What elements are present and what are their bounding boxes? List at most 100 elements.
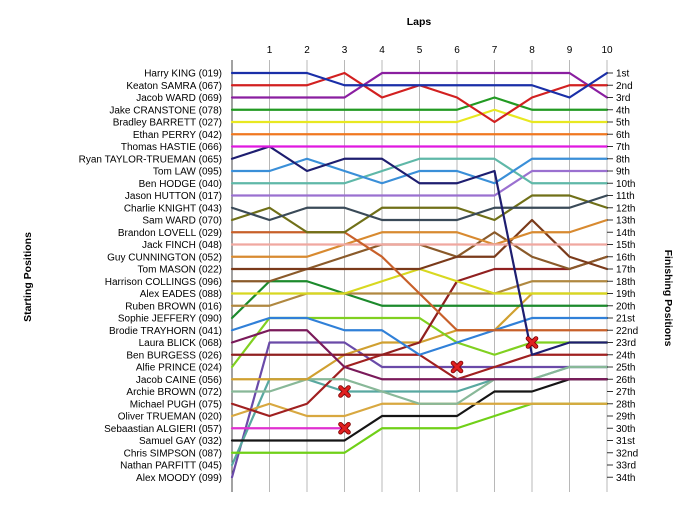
finishing-position-label: 23rd bbox=[616, 338, 636, 349]
starting-position-label: Alex MOODY (099) bbox=[136, 473, 222, 484]
starting-position-label: Ben BURGESS (026) bbox=[126, 350, 222, 361]
retirement-x-marker bbox=[338, 421, 351, 435]
starting-position-label: Tom LAW (095) bbox=[153, 167, 222, 178]
driver-position-line bbox=[230, 194, 609, 222]
starting-position-label: Jacob CAINE (056) bbox=[136, 375, 222, 386]
starting-position-label: Chris SIMPSON (087) bbox=[124, 448, 222, 459]
starting-position-label: Brodie TRAYHORN (041) bbox=[109, 326, 222, 337]
finishing-position-label: 19th bbox=[616, 289, 635, 300]
starting-position-label: Ryan TAYLOR-TRUEMAN (065) bbox=[79, 154, 222, 165]
starting-position-label: Ben HODGE (040) bbox=[139, 179, 222, 190]
driver-position-line bbox=[230, 378, 609, 442]
finishing-position-label: 33rd bbox=[616, 461, 636, 472]
lap-tick-label: 10 bbox=[601, 45, 613, 56]
finishing-position-label: 30th bbox=[616, 424, 635, 435]
lap-tick-label: 8 bbox=[529, 45, 535, 56]
finishing-position-label: 34th bbox=[616, 473, 635, 484]
finishing-position-label: 10th bbox=[616, 179, 635, 190]
starting-position-label: Jack FINCH (048) bbox=[142, 240, 222, 251]
starting-position-label: Michael PUGH (075) bbox=[130, 399, 222, 410]
finishing-position-label: 17th bbox=[616, 265, 635, 276]
lap-tick-label: 9 bbox=[567, 45, 573, 56]
finishing-position-label: 5th bbox=[616, 118, 630, 129]
finishing-position-label: 8th bbox=[616, 154, 630, 165]
starting-position-label: Brandon LOVELL (029) bbox=[118, 228, 222, 239]
finishing-position-label: 28th bbox=[616, 399, 635, 410]
starting-position-label: Harry KING (019) bbox=[144, 69, 222, 80]
starting-position-label: Harrison COLLINGS (096) bbox=[105, 277, 222, 288]
starting-position-label: Alex EADES (088) bbox=[140, 289, 222, 300]
finishing-position-label: 18th bbox=[616, 277, 635, 288]
driver-position-line bbox=[230, 316, 609, 356]
starting-position-label: Jake CRANSTONE (078) bbox=[109, 105, 222, 116]
chart-title: Laps bbox=[407, 16, 432, 28]
finishing-position-label: 15th bbox=[616, 240, 635, 251]
starting-position-label: Laura BLICK (068) bbox=[139, 338, 222, 349]
starting-position-label: Tom MASON (022) bbox=[138, 265, 222, 276]
starting-position-label: Thomas HASTIE (066) bbox=[121, 142, 222, 153]
driver-position-line bbox=[230, 71, 609, 99]
starting-position-label: Guy CUNNINGTON (052) bbox=[107, 252, 222, 263]
driver-position-line bbox=[230, 71, 609, 99]
finishing-position-label: 1st bbox=[616, 69, 630, 80]
starting-position-label: Sebaastian ALGIERI (057) bbox=[104, 424, 222, 435]
lap-tick-labels: 1 2 3 4 5 6 7 8 9 10 bbox=[267, 45, 613, 56]
finishing-position-label: 21st bbox=[616, 314, 635, 325]
driver-position-line bbox=[230, 169, 609, 197]
finishing-position-label: 20th bbox=[616, 301, 635, 312]
lap-tick-label: 7 bbox=[492, 45, 498, 56]
lap-tick-label: 3 bbox=[342, 45, 348, 56]
finishing-position-label: 9th bbox=[616, 167, 630, 178]
driver-position-line bbox=[230, 108, 609, 124]
finishing-position-label: 31st bbox=[616, 436, 635, 447]
driver-position-line bbox=[230, 365, 609, 405]
driver-position-line bbox=[230, 96, 609, 111]
lap-tick-label: 6 bbox=[454, 45, 460, 56]
lap-tick-label: 2 bbox=[304, 45, 310, 56]
finishing-position-label: 27th bbox=[616, 387, 635, 398]
driver-position-line bbox=[230, 218, 609, 258]
starting-position-label: Ethan PERRY (042) bbox=[133, 130, 222, 141]
lap-tick-label: 4 bbox=[379, 45, 385, 56]
driver-position-line bbox=[230, 145, 609, 356]
finishing-position-label: 13th bbox=[616, 216, 635, 227]
finishing-position-label: 16th bbox=[616, 252, 635, 263]
driver-position-line bbox=[230, 255, 609, 356]
finishing-position-label: 29th bbox=[616, 412, 635, 423]
finishing-position-label: 24th bbox=[616, 350, 635, 361]
driver-position-line bbox=[230, 341, 609, 479]
lap-tick-label: 1 bbox=[267, 45, 273, 56]
finishing-position-label: 32nd bbox=[616, 448, 638, 459]
driver-position-line bbox=[230, 280, 609, 320]
finishing-position-label: 26th bbox=[616, 375, 635, 386]
starting-position-label: Oliver TRUEMAN (020) bbox=[118, 412, 222, 423]
starting-position-label: Sam WARD (070) bbox=[142, 216, 222, 227]
driver-position-line bbox=[230, 231, 609, 332]
finishing-position-label: 25th bbox=[616, 363, 635, 374]
starting-position-label: Jacob WARD (069) bbox=[136, 93, 222, 104]
finishing-position-label: 14th bbox=[616, 228, 635, 239]
gridlines bbox=[231, 60, 608, 492]
finishing-position-label: 4th bbox=[616, 105, 630, 116]
y-axis-title-starting-positions: Starting Positions bbox=[22, 232, 34, 322]
retirement-x-marker bbox=[525, 336, 539, 349]
driver-position-line bbox=[230, 194, 609, 234]
y-axis-title-finishing-positions: Finishing Positions bbox=[662, 250, 674, 347]
finishing-position-label: 3rd bbox=[616, 93, 630, 104]
starting-position-labels: Harry KING (019)Keaton SAMRA (067)Jacob … bbox=[79, 69, 222, 484]
finishing-position-label: 7th bbox=[616, 142, 630, 153]
starting-position-label: Jason HUTTON (017) bbox=[125, 191, 222, 202]
starting-position-label: Ruben BROWN (016) bbox=[125, 301, 222, 312]
driver-position-line bbox=[230, 157, 609, 185]
position-lines bbox=[230, 71, 609, 479]
starting-position-label: Charlie KNIGHT (043) bbox=[124, 203, 222, 214]
starting-position-label: Archie BROWN (072) bbox=[126, 387, 222, 398]
finishing-position-label: 12th bbox=[616, 203, 635, 214]
finishing-position-label: 11th bbox=[616, 191, 635, 202]
driver-position-line bbox=[230, 329, 609, 381]
lap-tick-label: 5 bbox=[417, 45, 423, 56]
retirement-markers bbox=[338, 336, 539, 435]
finishing-position-label: 6th bbox=[616, 130, 630, 141]
